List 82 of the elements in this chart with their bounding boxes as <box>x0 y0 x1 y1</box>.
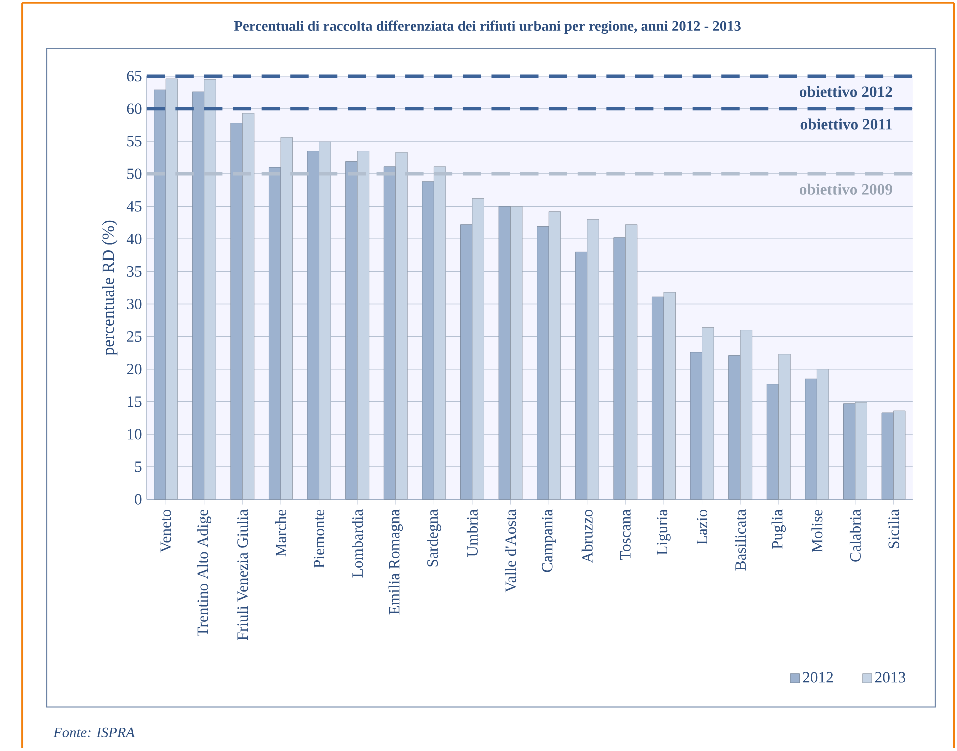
y-tick-label: 45 <box>126 201 142 212</box>
x-tick-label: Puglia <box>772 509 786 549</box>
bar <box>510 206 523 500</box>
y-tick-label: 0 <box>135 494 142 505</box>
ref-line-label: obiettivo 2011 <box>800 118 892 130</box>
bar <box>434 166 446 500</box>
x-tick-label: Calabria <box>850 509 861 562</box>
bar <box>894 410 906 500</box>
bar <box>548 211 562 500</box>
bar <box>230 122 243 500</box>
x-tick-label: Campania <box>542 509 556 572</box>
y-axis-title: percentuale RD (%) <box>102 220 118 356</box>
y-tick-label: 50 <box>128 168 142 180</box>
x-tick-label: Umbria <box>466 509 478 557</box>
y-tick-label: 15 <box>128 396 142 408</box>
y-tick-label: 25 <box>127 331 142 342</box>
x-tick-label: Toscana <box>620 509 631 560</box>
bar <box>652 296 664 500</box>
x-tick-label: Veneto <box>160 510 172 553</box>
y-tick-label: 65 <box>127 70 142 82</box>
x-tick-label: Marche <box>275 510 286 557</box>
x-tick-label: Liguria <box>657 509 671 555</box>
bar <box>728 355 741 500</box>
bar <box>805 378 818 500</box>
y-tick-label: 55 <box>128 136 142 147</box>
y-tick-label: 40 <box>126 234 142 244</box>
bar <box>498 206 511 500</box>
legend-label: 2013 <box>875 672 906 683</box>
x-tick-label: Friuli Venezia Giulia <box>237 509 248 640</box>
bar <box>192 92 205 500</box>
y-tick-label: 60 <box>127 104 142 114</box>
bar <box>472 198 484 500</box>
y-tick-label: 35 <box>127 266 142 277</box>
bar <box>242 113 255 500</box>
ref-line-label: obiettivo 2012 <box>800 86 892 98</box>
x-tick-label: Basilicata <box>735 509 746 571</box>
y-tick-label: 30 <box>127 298 142 310</box>
bar <box>384 166 396 500</box>
bar <box>307 150 320 500</box>
bar <box>357 150 370 500</box>
bar <box>204 79 216 500</box>
bar <box>702 327 714 500</box>
x-tick-label: Lombardia <box>352 509 364 578</box>
bar <box>575 252 588 500</box>
bar <box>537 226 550 500</box>
bar <box>690 352 702 500</box>
chart-title: Percentuali di raccolta differenziata dei rifiuti urbani per regione, anni 2012 - 2013 <box>234 20 741 34</box>
x-tick-label: Trentino Alto Adige <box>197 510 212 636</box>
x-tick-label: Molise <box>812 510 823 552</box>
bar <box>166 78 178 500</box>
bar <box>882 412 894 500</box>
ref-line-label: obiettivo 2009 <box>800 184 892 195</box>
bar <box>396 152 408 500</box>
bar <box>319 142 332 500</box>
bar <box>855 402 868 500</box>
x-tick-label: Lazio <box>697 510 708 544</box>
bar <box>625 224 638 500</box>
y-tick-label: 5 <box>135 462 142 472</box>
bar <box>422 182 434 500</box>
bar <box>460 224 473 500</box>
bar <box>154 90 166 500</box>
x-tick-label: Valle d'Aosta <box>505 509 516 592</box>
source-note: Fonte: ISPRA <box>54 728 136 738</box>
bar <box>816 369 830 500</box>
bar <box>778 354 791 500</box>
bar <box>587 219 600 500</box>
x-tick-label: Sicilia <box>888 509 900 548</box>
bar <box>346 161 358 500</box>
x-tick-label: Emilia Romagna <box>388 509 404 615</box>
x-tick-label: Abruzzo <box>582 510 593 564</box>
bar <box>664 292 676 500</box>
bar <box>280 137 293 500</box>
bar <box>766 384 780 500</box>
bar <box>844 404 856 500</box>
bar <box>740 330 753 500</box>
bar <box>269 167 282 500</box>
bar <box>614 238 626 500</box>
x-tick-label: Sardegna <box>427 509 442 567</box>
x-tick-label: Piemonte <box>314 510 325 568</box>
y-tick-label: 10 <box>128 429 142 440</box>
legend-label: 2012 <box>803 672 834 683</box>
y-tick-label: 20 <box>127 364 142 374</box>
